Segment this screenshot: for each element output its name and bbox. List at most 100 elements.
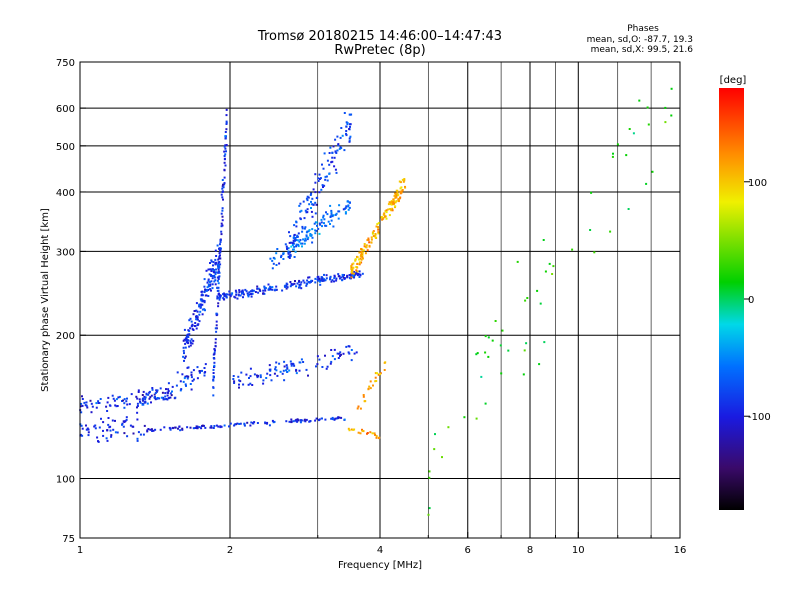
scatter-point — [139, 433, 142, 436]
scatter-point — [248, 291, 251, 294]
scatter-point — [114, 431, 117, 434]
scatter-point — [219, 239, 222, 242]
scatter-point — [115, 398, 118, 401]
scatter-point — [307, 230, 310, 233]
scatter-point — [296, 282, 299, 285]
scatter-point — [308, 420, 311, 423]
scatter-point — [302, 238, 305, 241]
scatter-point — [245, 290, 248, 293]
scatter-point — [186, 377, 189, 380]
scatter-point — [487, 355, 490, 358]
scatter-point — [257, 287, 260, 290]
scatter-point — [258, 288, 261, 291]
scatter-point — [86, 427, 89, 430]
scatter-point — [324, 418, 327, 421]
scatter-point — [188, 333, 191, 336]
scatter-point — [192, 427, 195, 430]
scatter-point — [191, 324, 194, 326]
scatter-point — [231, 292, 234, 295]
scatter-point — [330, 360, 333, 363]
scatter-point — [121, 422, 124, 425]
scatter-point — [201, 424, 204, 427]
scatter-point — [307, 196, 310, 199]
scatter-point — [387, 203, 390, 206]
colorbar — [719, 88, 744, 510]
scatter-point — [335, 171, 338, 174]
scatter-point — [376, 372, 378, 375]
scatter-point — [286, 366, 289, 369]
scatter-point — [189, 341, 192, 344]
scatter-point — [214, 249, 217, 252]
scatter-point — [264, 421, 267, 424]
scatter-point — [332, 145, 335, 148]
scatter-point — [335, 279, 338, 282]
scatter-point — [137, 391, 140, 393]
scatter-point — [195, 318, 198, 321]
scatter-point — [198, 426, 201, 429]
scatter-point — [233, 423, 236, 426]
scatter-point — [361, 255, 364, 258]
scatter-point — [250, 421, 253, 424]
scatter-point — [201, 303, 204, 306]
scatter-point — [356, 407, 359, 410]
scatter-point — [499, 344, 502, 347]
scatter-point — [372, 235, 375, 237]
scatter-point — [500, 372, 503, 375]
scatter-point — [84, 404, 87, 407]
scatter-point — [297, 245, 300, 248]
scatter-point — [323, 222, 325, 225]
scatter-point — [544, 270, 547, 273]
scatter-point — [384, 215, 387, 218]
scatter-point — [334, 213, 337, 216]
scatter-point — [374, 233, 377, 236]
scatter-point — [336, 135, 339, 138]
scatter-point — [290, 362, 293, 365]
scatter-point — [276, 248, 279, 250]
scatter-point — [183, 359, 185, 362]
scatter-point — [526, 297, 529, 299]
scatter-point — [182, 339, 185, 342]
scatter-point — [195, 425, 198, 428]
scatter-point — [311, 241, 314, 244]
scatter-point — [315, 417, 318, 420]
scatter-point — [320, 218, 323, 221]
scatter-point — [523, 349, 526, 352]
scatter-point — [288, 420, 291, 423]
scatter-point — [217, 289, 220, 292]
scatter-point — [294, 250, 297, 253]
scatter-point — [242, 293, 245, 296]
scatter-point — [209, 283, 212, 286]
scatter-point — [293, 224, 296, 227]
scatter-point — [215, 330, 218, 333]
scatter-point — [538, 363, 541, 366]
scatter-point — [346, 123, 349, 126]
scatter-point — [185, 375, 188, 378]
scatter-point — [192, 369, 195, 372]
scatter-point — [278, 262, 281, 265]
scatter-point — [333, 277, 336, 280]
scatter-point — [295, 220, 298, 223]
scatter-point — [287, 255, 290, 258]
scatter-point — [314, 419, 317, 422]
scatter-point — [205, 269, 208, 272]
scatter-point — [350, 359, 353, 362]
scatter-point — [222, 297, 225, 300]
scatter-point — [182, 349, 185, 352]
scatter-point — [363, 245, 366, 248]
scatter-point — [542, 239, 545, 241]
scatter-point — [292, 248, 295, 251]
scatter-point — [242, 296, 244, 299]
scatter-point — [112, 428, 115, 431]
scatter-point — [348, 429, 351, 432]
scatter-point — [204, 371, 207, 373]
scatter-point — [236, 297, 239, 300]
scatter-point — [243, 424, 246, 427]
scatter-point — [143, 395, 146, 398]
scatter-point — [329, 204, 332, 207]
scatter-point — [122, 425, 125, 428]
scatter-point — [394, 205, 397, 208]
scatter-point — [222, 183, 224, 186]
scatter-point — [97, 440, 99, 443]
scatter-point — [428, 507, 431, 510]
scatter-point — [373, 235, 376, 238]
